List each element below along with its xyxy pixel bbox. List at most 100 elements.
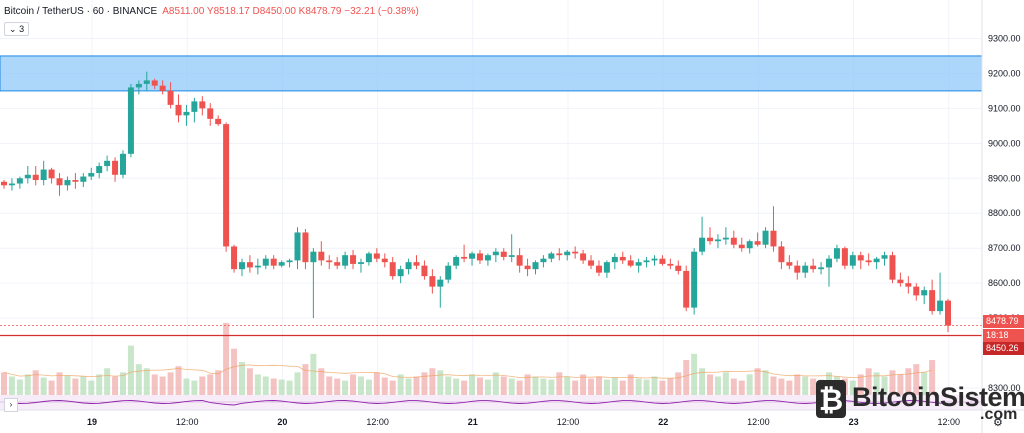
candle-body[interactable] [580, 253, 587, 261]
candle-body[interactable] [421, 265, 428, 277]
candle-body[interactable] [849, 255, 856, 266]
candle-body[interactable] [643, 260, 650, 263]
candle-body[interactable] [191, 101, 198, 112]
candle-body[interactable] [492, 251, 499, 256]
candle-body[interactable] [532, 262, 539, 270]
candle-body[interactable] [254, 265, 261, 268]
candle-body[interactable] [611, 256, 618, 263]
candle-body[interactable] [762, 230, 769, 245]
candle-body[interactable] [667, 263, 674, 266]
candle-body[interactable] [326, 260, 333, 263]
candle-body[interactable] [104, 160, 111, 167]
candle-body[interactable] [199, 101, 206, 109]
candle-body[interactable] [405, 262, 412, 270]
symbol-title[interactable]: Bitcoin / TetherUS · 60 · BINANCE [4, 6, 158, 17]
candle-body[interactable] [754, 241, 761, 245]
candle-body[interactable] [72, 180, 79, 182]
candle-body[interactable] [691, 251, 698, 308]
candle-body[interactable] [651, 258, 658, 261]
candle-body[interactable] [738, 244, 745, 249]
candle-body[interactable] [310, 251, 317, 263]
candle-body[interactable] [603, 262, 610, 273]
candle-body[interactable] [318, 251, 325, 261]
candle-body[interactable] [802, 265, 809, 273]
candle-body[interactable] [278, 262, 285, 266]
candle-body[interactable] [889, 255, 896, 280]
candle-body[interactable] [238, 262, 245, 270]
candle-body[interactable] [556, 253, 563, 256]
candle-body[interactable] [445, 265, 452, 280]
candle-body[interactable] [484, 255, 491, 261]
candle-body[interactable] [873, 258, 880, 263]
candle-body[interactable] [151, 80, 158, 86]
candle-body[interactable] [96, 166, 103, 174]
candle-body[interactable] [350, 255, 357, 264]
candle-body[interactable] [88, 173, 95, 177]
candle-body[interactable] [302, 232, 309, 263]
candle-body[interactable] [175, 104, 182, 116]
candle-body[interactable] [469, 253, 476, 259]
candle-body[interactable] [286, 260, 293, 263]
candle-body[interactable] [381, 258, 388, 263]
gear-icon[interactable]: ⚙ [993, 417, 1003, 429]
candle-body[interactable] [8, 183, 15, 186]
candle-body[interactable] [730, 237, 737, 245]
candle-body[interactable] [826, 258, 833, 268]
candle-body[interactable] [841, 248, 848, 266]
candle-body[interactable] [524, 265, 531, 270]
candle-body[interactable] [865, 260, 872, 263]
candle-body[interactable] [564, 251, 571, 256]
candle-body[interactable] [945, 300, 951, 326]
candle-body[interactable] [588, 260, 595, 266]
candle-body[interactable] [818, 267, 825, 270]
candle-body[interactable] [48, 169, 55, 179]
candle-body[interactable] [373, 253, 380, 259]
candle-body[interactable] [897, 279, 904, 284]
resistance-zone[interactable] [0, 55, 983, 92]
candle-body[interactable] [699, 237, 706, 252]
candle-body[interactable] [627, 260, 634, 266]
candle-body[interactable] [215, 118, 222, 125]
candle-body[interactable] [500, 251, 507, 257]
candle-body[interactable] [167, 90, 174, 105]
candle-body[interactable] [572, 251, 579, 254]
candle-body[interactable] [659, 258, 666, 264]
candle-body[interactable] [548, 253, 555, 259]
candle-body[interactable] [231, 246, 238, 270]
candle-body[interactable] [929, 290, 936, 312]
candle-body[interactable] [794, 265, 801, 273]
candle-body[interactable] [429, 276, 436, 287]
candle-body[interactable] [508, 255, 515, 257]
candle-body[interactable] [683, 270, 690, 308]
candle-body[interactable] [476, 253, 483, 261]
candle-body[interactable] [135, 83, 142, 88]
candle-body[interactable] [707, 237, 714, 242]
candle-body[interactable] [64, 180, 71, 186]
candle-body[interactable] [881, 255, 888, 259]
candle-body[interactable] [453, 256, 460, 266]
candle-body[interactable] [397, 269, 404, 277]
candle-body[interactable] [516, 255, 523, 266]
candle-body[interactable] [262, 258, 269, 266]
candle-body[interactable] [183, 111, 190, 116]
candle-body[interactable] [342, 255, 349, 266]
candle-body[interactable] [246, 262, 253, 268]
candle-body[interactable] [16, 178, 23, 184]
candle-body[interactable] [461, 256, 468, 259]
candle-body[interactable] [810, 265, 817, 270]
candle-body[interactable] [270, 258, 277, 266]
candle-body[interactable] [159, 85, 166, 91]
candle-body[interactable] [294, 232, 301, 261]
candle-body[interactable] [119, 153, 126, 175]
candle-body[interactable] [770, 230, 777, 247]
candle-body[interactable] [635, 262, 642, 266]
candle-body[interactable] [389, 262, 396, 277]
candle-body[interactable] [722, 237, 729, 240]
candle-body[interactable] [778, 246, 785, 263]
candle-body[interactable] [619, 256, 626, 261]
candle-body[interactable] [937, 300, 944, 312]
candle-body[interactable] [675, 265, 682, 271]
candle-body[interactable] [80, 176, 87, 182]
